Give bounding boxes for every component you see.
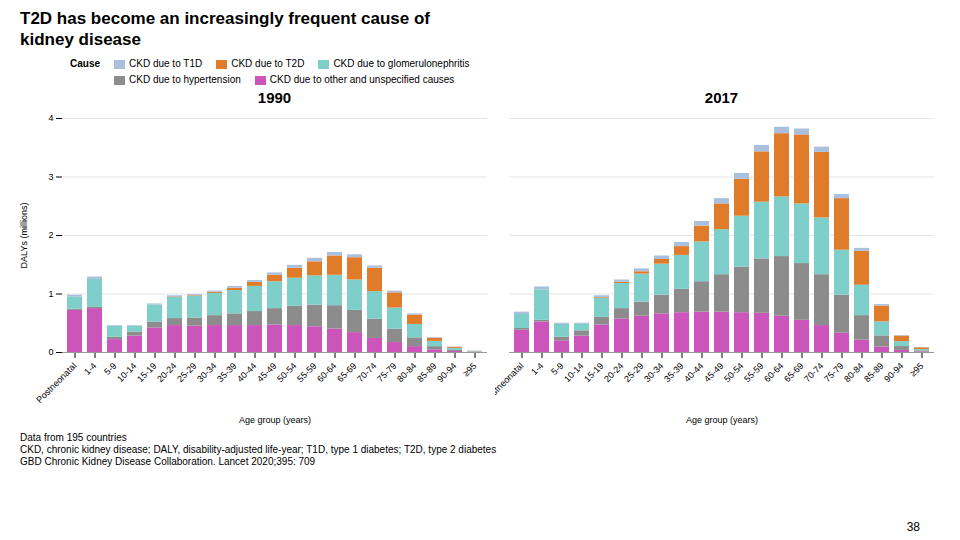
- svg-text:1-4: 1-4: [82, 361, 98, 377]
- svg-text:Age group (years): Age group (years): [239, 415, 311, 425]
- svg-text:75-79: 75-79: [822, 361, 845, 384]
- svg-text:85-89: 85-89: [862, 361, 885, 384]
- svg-text:1-4: 1-4: [529, 361, 545, 377]
- svg-text:Postneonatal: Postneonatal: [495, 361, 525, 405]
- svg-text:90-94: 90-94: [882, 361, 905, 384]
- svg-text:80-84: 80-84: [842, 361, 865, 384]
- html-text:2017: 2017: [704, 89, 739, 106]
- svg-text:DALYs (millions): DALYs (millions): [19, 203, 29, 269]
- html-text:CKD due to other and unspecifi: CKD due to other and unspecified causes: [269, 74, 455, 85]
- svg-text:30-34: 30-34: [195, 361, 218, 384]
- svg-text:55-59: 55-59: [742, 361, 765, 384]
- svg-text:25-29: 25-29: [622, 361, 645, 384]
- svg-text:30-34: 30-34: [642, 361, 665, 384]
- svg-text:60-64: 60-64: [762, 361, 785, 384]
- svg-text:15-19: 15-19: [582, 361, 605, 384]
- svg-text:15-19: 15-19: [135, 361, 158, 384]
- svg-text:50-54: 50-54: [722, 361, 745, 384]
- svg-text:85-89: 85-89: [415, 361, 438, 384]
- svg-text:3: 3: [48, 172, 53, 182]
- svg-text:55-59: 55-59: [295, 361, 318, 384]
- svg-text:20-24: 20-24: [155, 361, 178, 384]
- svg-text:≥95: ≥95: [908, 361, 926, 379]
- svg-text:70-74: 70-74: [355, 361, 378, 384]
- html-text:1990: 1990: [257, 89, 292, 106]
- svg-text:25-29: 25-29: [175, 361, 198, 384]
- svg-text:90-94: 90-94: [435, 361, 458, 384]
- svg-text:Postneonatal: Postneonatal: [34, 361, 78, 405]
- svg-text:Age group (years): Age group (years): [686, 415, 758, 425]
- svg-text:40-44: 40-44: [682, 361, 705, 384]
- svg-text:45-49: 45-49: [255, 361, 278, 384]
- html-text:Data from 195 countries CKD, c: Data from 195 countries CKD, chronic kid…: [20, 432, 497, 467]
- html-text:CKD due to hypertension: CKD due to hypertension: [129, 74, 241, 85]
- svg-text:50-54: 50-54: [275, 361, 298, 384]
- svg-text:4: 4: [48, 113, 53, 123]
- svg-text:70-74: 70-74: [802, 361, 825, 384]
- svg-text:75-79: 75-79: [375, 361, 398, 384]
- svg-text:80-84: 80-84: [395, 361, 418, 384]
- svg-text:1: 1: [48, 289, 53, 299]
- html-text:CKD due to glomerulonephritis: CKD due to glomerulonephritis: [333, 58, 470, 69]
- svg-text:0: 0: [48, 347, 53, 357]
- svg-text:65-69: 65-69: [782, 361, 805, 384]
- svg-text:5-9: 5-9: [102, 361, 118, 377]
- svg-text:65-69: 65-69: [335, 361, 358, 384]
- html-text:Cause: Cause: [70, 58, 100, 69]
- svg-text:35-39: 35-39: [662, 361, 685, 384]
- svg-text:60-64: 60-64: [315, 361, 338, 384]
- html-text:38: 38: [906, 520, 920, 534]
- html-text:CKD due to T2D: CKD due to T2D: [231, 58, 305, 69]
- svg-text:45-49: 45-49: [702, 361, 725, 384]
- svg-text:2: 2: [48, 230, 53, 240]
- html-text:T2D has become an increasingly: T2D has become an increasingly frequent …: [20, 9, 430, 49]
- svg-text:5-9: 5-9: [549, 361, 565, 377]
- svg-text:40-44: 40-44: [235, 361, 258, 384]
- svg-text:10-14: 10-14: [115, 361, 138, 384]
- svg-text:20-24: 20-24: [602, 361, 625, 384]
- svg-text:35-39: 35-39: [215, 361, 238, 384]
- html-text:CKD due to T1D: CKD due to T1D: [129, 58, 203, 69]
- svg-text:≥95: ≥95: [461, 361, 479, 379]
- svg-text:10-14: 10-14: [562, 361, 585, 384]
